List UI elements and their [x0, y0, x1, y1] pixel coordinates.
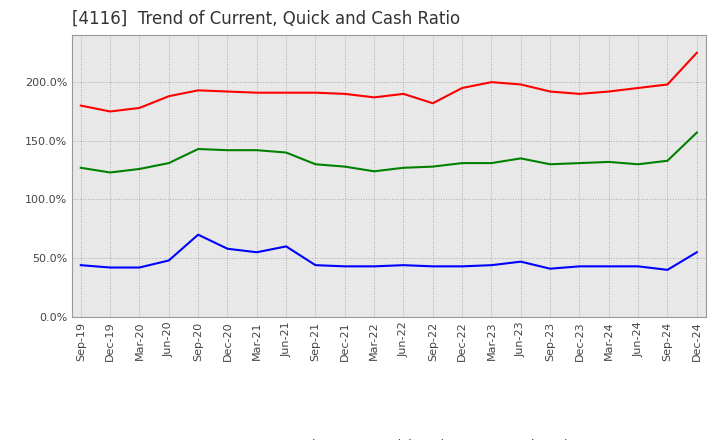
Current Ratio [106, 109, 114, 114]
Cash Ratio [693, 249, 701, 255]
Current Ratio [194, 88, 202, 93]
Current Ratio [341, 91, 349, 96]
Quick Ratio [634, 161, 642, 167]
Cash Ratio [164, 258, 173, 263]
Current Ratio [223, 89, 232, 94]
Cash Ratio [194, 232, 202, 237]
Quick Ratio [605, 159, 613, 165]
Cash Ratio [428, 264, 437, 269]
Cash Ratio [76, 263, 85, 268]
Current Ratio [605, 89, 613, 94]
Quick Ratio [399, 165, 408, 170]
Quick Ratio [194, 147, 202, 152]
Current Ratio [428, 101, 437, 106]
Quick Ratio [164, 161, 173, 166]
Current Ratio [663, 82, 672, 87]
Legend: Current Ratio, Quick Ratio, Cash Ratio: Current Ratio, Quick Ratio, Cash Ratio [198, 434, 580, 440]
Current Ratio [458, 85, 467, 91]
Current Ratio [487, 80, 496, 85]
Quick Ratio [428, 164, 437, 169]
Quick Ratio [546, 161, 554, 167]
Current Ratio [164, 94, 173, 99]
Quick Ratio [487, 161, 496, 166]
Cash Ratio [663, 267, 672, 272]
Line: Current Ratio: Current Ratio [81, 53, 697, 111]
Quick Ratio [458, 161, 467, 166]
Quick Ratio [135, 166, 144, 172]
Cash Ratio [516, 259, 525, 264]
Cash Ratio [399, 263, 408, 268]
Quick Ratio [106, 170, 114, 175]
Quick Ratio [663, 158, 672, 163]
Quick Ratio [253, 147, 261, 153]
Quick Ratio [282, 150, 290, 155]
Cash Ratio [546, 266, 554, 271]
Cash Ratio [106, 265, 114, 270]
Cash Ratio [575, 264, 584, 269]
Current Ratio [282, 90, 290, 95]
Cash Ratio [311, 263, 320, 268]
Quick Ratio [516, 156, 525, 161]
Cash Ratio [458, 264, 467, 269]
Cash Ratio [605, 264, 613, 269]
Cash Ratio [634, 264, 642, 269]
Cash Ratio [370, 264, 379, 269]
Cash Ratio [487, 263, 496, 268]
Cash Ratio [223, 246, 232, 251]
Quick Ratio [223, 147, 232, 153]
Cash Ratio [253, 249, 261, 255]
Current Ratio [575, 91, 584, 96]
Current Ratio [516, 82, 525, 87]
Quick Ratio [341, 164, 349, 169]
Current Ratio [399, 91, 408, 96]
Current Ratio [253, 90, 261, 95]
Quick Ratio [76, 165, 85, 170]
Current Ratio [135, 105, 144, 110]
Current Ratio [693, 50, 701, 55]
Current Ratio [370, 95, 379, 100]
Current Ratio [76, 103, 85, 108]
Current Ratio [634, 85, 642, 91]
Quick Ratio [311, 161, 320, 167]
Current Ratio [546, 89, 554, 94]
Line: Quick Ratio: Quick Ratio [81, 132, 697, 172]
Current Ratio [311, 90, 320, 95]
Cash Ratio [135, 265, 144, 270]
Cash Ratio [341, 264, 349, 269]
Cash Ratio [282, 244, 290, 249]
Text: [4116]  Trend of Current, Quick and Cash Ratio: [4116] Trend of Current, Quick and Cash … [72, 10, 460, 28]
Line: Cash Ratio: Cash Ratio [81, 235, 697, 270]
Quick Ratio [693, 130, 701, 135]
Quick Ratio [370, 169, 379, 174]
Quick Ratio [575, 161, 584, 166]
